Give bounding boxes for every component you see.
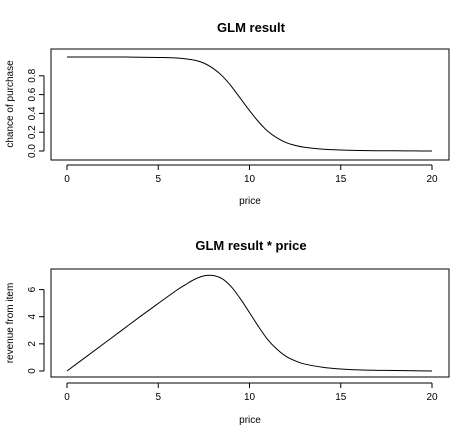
chart-1-x-tick-label: 0 — [64, 174, 70, 185]
chart-2-x-tick-label: 15 — [335, 392, 347, 403]
chart-2-series-line — [66, 274, 433, 372]
chart-2-x-axis: 0 5 10 15 20 — [64, 382, 438, 403]
chart-2-y-tick-label: 2 — [27, 341, 38, 347]
chart-2-x-tick-label: 20 — [426, 392, 438, 403]
chart-1-series-line — [67, 56, 433, 152]
chart-2-x-tick-label: 5 — [155, 392, 161, 403]
chart-2-y-axis-label: revenue from item — [5, 283, 16, 364]
chart-2-y-tick-label: 4 — [27, 313, 38, 319]
chart-2-y-tick-label: 6 — [27, 286, 38, 292]
chart-1-x-tick-label: 15 — [335, 174, 347, 185]
chart-1-y-axis-label: chance of purchase — [5, 60, 16, 148]
chart-1-y-tick-label: 0.0 — [27, 144, 38, 158]
chart-1-y-axis: 0.0 0.2 0.4 0.6 0.8 — [27, 68, 45, 158]
chart-1: GLM result price chance of purchase 0 5 10… — [5, 20, 450, 207]
chart-1-x-axis-label: price — [239, 196, 261, 207]
chart-2-plot-frame — [50, 268, 450, 378]
chart-1-x-axis: 0 5 10 15 20 — [64, 164, 438, 185]
chart-1-y-tick-label: 0.8 — [27, 68, 38, 82]
chart-2: GLM result * price price revenue from it… — [5, 238, 450, 426]
chart-1-title: GLM result — [217, 20, 286, 35]
chart-1-x-tick-label: 20 — [426, 174, 438, 185]
chart-2-y-axis: 0 2 4 6 — [27, 286, 45, 374]
chart-2-title: GLM result * price — [195, 238, 306, 253]
chart-2-y-tick-label: 0 — [27, 368, 38, 374]
chart-1-y-tick-label: 0.2 — [27, 125, 38, 139]
chart-1-x-tick-label: 5 — [155, 174, 161, 185]
chart-2-x-axis-label: price — [239, 415, 261, 426]
chart-1-x-tick-label: 10 — [244, 174, 256, 185]
chart-1-plot-frame — [50, 48, 450, 161]
chart-2-x-tick-label: 0 — [64, 392, 70, 403]
chart-2-x-tick-label: 10 — [244, 392, 256, 403]
chart-1-y-tick-label: 0.6 — [27, 87, 38, 101]
chart-1-y-tick-label: 0.4 — [27, 106, 38, 120]
